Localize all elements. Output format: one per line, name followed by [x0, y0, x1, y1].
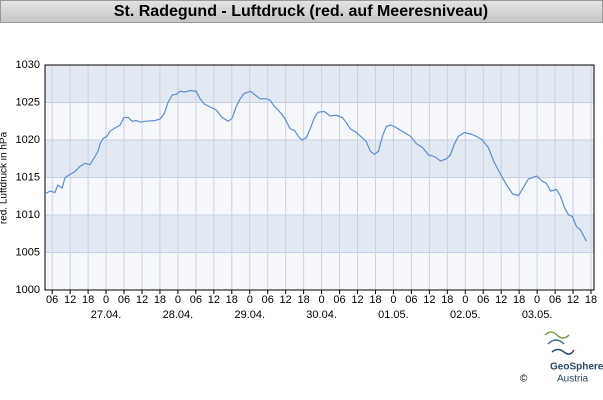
y-tick-label: 1030 — [16, 59, 40, 71]
y-tick-label: 1025 — [16, 96, 40, 108]
band — [45, 140, 594, 178]
brand-sub: Austria — [557, 374, 589, 385]
x-tick-label: 18 — [226, 294, 238, 306]
date-label: 01.05. — [378, 309, 409, 321]
chart-title: St. Radegund - Luftdruck (red. auf Meere… — [114, 3, 488, 20]
y-tick-label: 1020 — [16, 134, 40, 146]
x-tick-label: 06 — [46, 294, 58, 306]
date-label: 30.04. — [306, 309, 337, 321]
x-tick-label: 18 — [513, 294, 525, 306]
x-tick-label: 0 — [534, 294, 540, 306]
y-tick-label: 1010 — [16, 209, 40, 221]
x-tick-label: 12 — [208, 294, 220, 306]
x-tick-label: 12 — [136, 294, 148, 306]
x-tick-label: 06 — [477, 294, 489, 306]
y-tick-label: 1015 — [16, 171, 40, 183]
band — [45, 65, 594, 103]
brand: GeoSphere — [550, 362, 603, 373]
x-tick-label: 06 — [262, 294, 274, 306]
x-tick-label: 0 — [175, 294, 181, 306]
x-tick-label: 12 — [280, 294, 292, 306]
x-tick-label: 0 — [462, 294, 468, 306]
y-tick-label: 1000 — [16, 284, 40, 296]
x-tick-label: 06 — [405, 294, 417, 306]
x-tick-label: 0 — [390, 294, 396, 306]
x-tick-label: 18 — [441, 294, 453, 306]
date-label: 28.04. — [163, 309, 194, 321]
date-label: 27.04. — [91, 309, 122, 321]
x-tick-label: 06 — [333, 294, 345, 306]
x-tick-label: 12 — [495, 294, 507, 306]
y-tick-label: 1005 — [16, 246, 40, 258]
x-tick-label: 18 — [298, 294, 310, 306]
x-tick-label: 12 — [351, 294, 363, 306]
x-tick-label: 18 — [369, 294, 381, 306]
x-tick-label: 0 — [103, 294, 109, 306]
x-tick-label: 0 — [247, 294, 253, 306]
date-label: 29.04. — [234, 309, 265, 321]
x-tick-label: 12 — [423, 294, 435, 306]
band — [45, 215, 594, 253]
date-label: 03.05. — [522, 309, 553, 321]
x-tick-label: 06 — [549, 294, 561, 306]
logo — [544, 331, 575, 355]
x-tick-label: 06 — [118, 294, 130, 306]
line-series — [44, 89, 588, 242]
x-tick-label: 0 — [319, 294, 325, 306]
plot-frame — [44, 64, 595, 291]
date-label: 02.05. — [450, 309, 481, 321]
x-tick-label: 18 — [82, 294, 94, 306]
x-tick-label: 18 — [585, 294, 597, 306]
x-tick-label: 12 — [567, 294, 579, 306]
x-tick-label: 18 — [154, 294, 166, 306]
x-tick-label: 12 — [64, 294, 76, 306]
y-axis-label: red. Luftdruck in hPa — [0, 131, 10, 224]
copyright: © — [520, 374, 528, 385]
x-tick-label: 06 — [190, 294, 202, 306]
